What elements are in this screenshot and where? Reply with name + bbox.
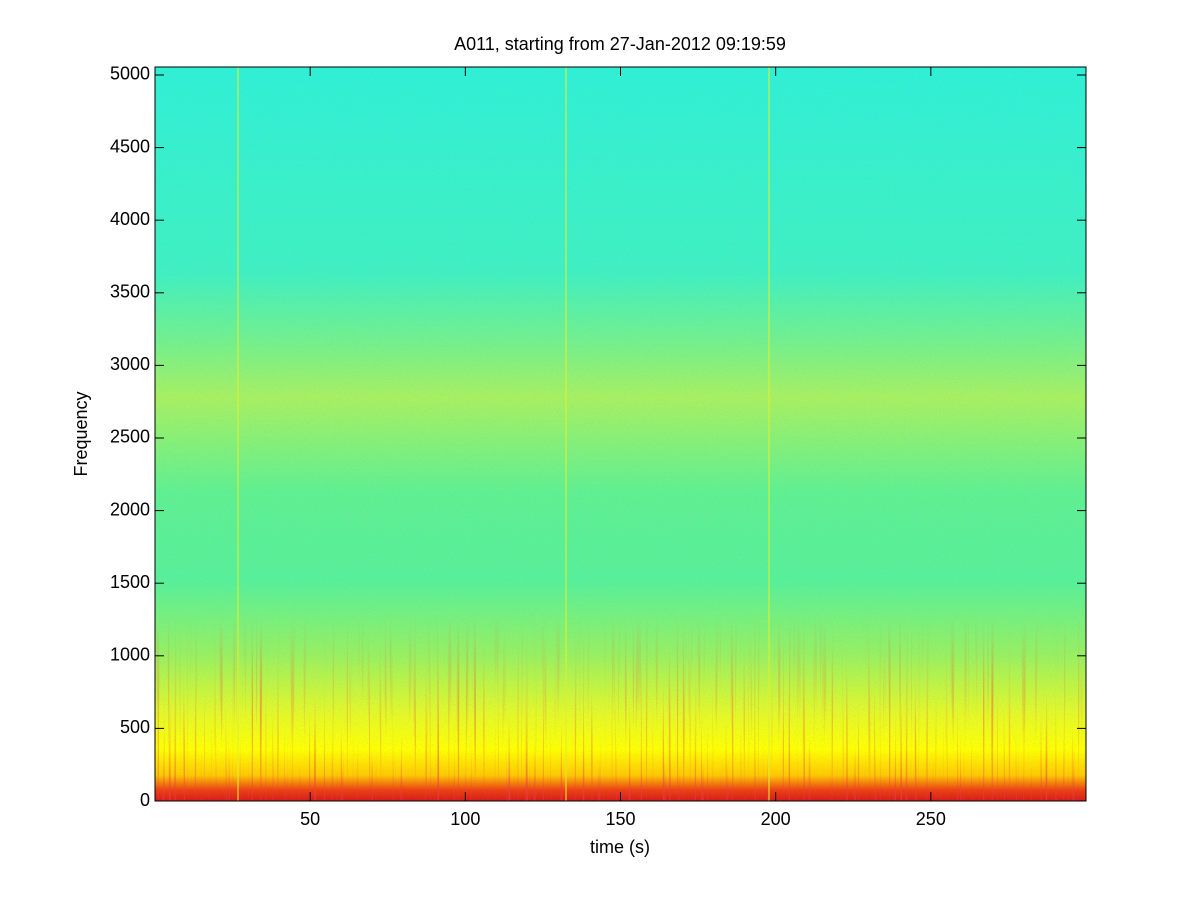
x-tick-label: 100 [450,809,480,829]
y-tick-label: 1000 [110,645,150,665]
x-tick-label: 200 [761,809,791,829]
y-tick-label: 2000 [110,499,150,519]
y-tick-label: 4500 [110,136,150,156]
y-tick-label: 2500 [110,427,150,447]
y-axis-label: Frequency [71,391,91,476]
y-tick-label: 5000 [110,64,150,84]
y-tick-label: 0 [140,790,150,810]
y-tick-label: 3000 [110,354,150,374]
y-tick-label: 3500 [110,282,150,302]
x-tick-label: 250 [916,809,946,829]
y-tick-label: 4000 [110,209,150,229]
x-tick-label: 150 [605,809,635,829]
x-tick-label: 50 [300,809,320,829]
spectrogram-image [155,67,1086,801]
x-axis-label: time (s) [590,837,650,857]
y-tick-label: 1500 [110,572,150,592]
chart-title: A011, starting from 27-Jan-2012 09:19:59 [454,34,786,54]
y-tick-label: 500 [120,717,150,737]
